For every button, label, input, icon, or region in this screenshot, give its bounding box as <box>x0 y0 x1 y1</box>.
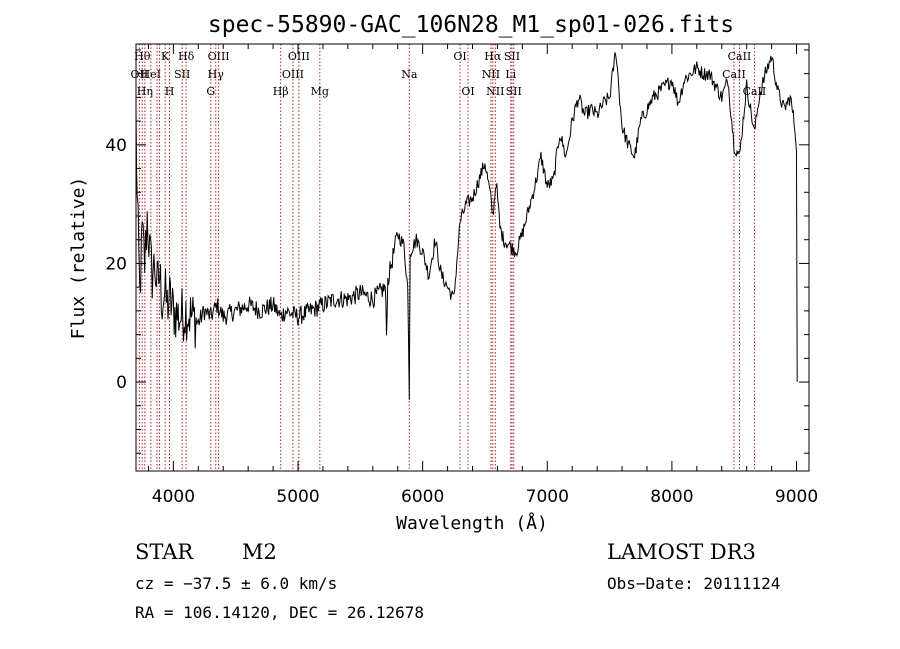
line-label-25: SII <box>506 85 522 98</box>
x-tick-label-5000: 5000 <box>276 487 319 507</box>
flux-series <box>135 52 798 400</box>
line-label-8: SII <box>174 68 190 81</box>
x-tick-label-9000: 9000 <box>775 487 818 507</box>
x-tick-label-7000: 7000 <box>526 487 569 507</box>
line-label-3: HeI <box>141 68 161 81</box>
line-label-17: Na <box>401 68 418 81</box>
line-label-15: OIII <box>288 50 310 63</box>
y-tick-label-20: 20 <box>105 254 127 274</box>
line-label-26: CaII <box>722 68 746 81</box>
chart-title: spec-55890-GAC_106N28_M1_sp01-026.fits <box>208 12 734 38</box>
x-tick-label-6000: 6000 <box>401 487 444 507</box>
line-label-12: OIII <box>208 50 230 63</box>
axes: 4000 5000 6000 7000 8000 9000 0 20 40 <box>105 44 818 507</box>
line-label-16: Mg <box>311 85 329 98</box>
line-label-19: OI <box>461 85 474 98</box>
line-label-21: Hα <box>484 50 502 63</box>
line-label-9: Hδ <box>178 50 195 63</box>
line-label-24: SII <box>504 50 520 63</box>
line-label-2: Hη <box>137 85 153 98</box>
line-label-22: NII <box>486 85 504 98</box>
x-tick-label-8000: 8000 <box>650 487 693 507</box>
y-axis-label: Flux (relative) <box>68 177 89 340</box>
line-label-0: OII <box>131 68 149 81</box>
flux-line <box>135 52 798 400</box>
survey-name: LAMOST DR3 <box>607 540 756 564</box>
object-class: STAR <box>135 540 194 564</box>
redshift-velocity: cz = −37.5 ± 6.0 km/s <box>135 574 338 593</box>
line-label-18: OI <box>453 50 466 63</box>
object-subclass: M2 <box>242 540 277 564</box>
coordinates: RA = 106.14120, DEC = 26.12678 <box>135 603 424 622</box>
line-label-14: OIII <box>282 68 304 81</box>
x-tick-label-4000: 4000 <box>152 487 195 507</box>
x-axis-label: Wavelength (Å) <box>396 512 548 534</box>
y-tick-label-40: 40 <box>105 136 127 156</box>
line-label-10: G <box>206 85 215 98</box>
line-label-23: Li <box>505 68 516 81</box>
y-tick-label-0: 0 <box>116 373 127 393</box>
line-label-6: K <box>161 50 170 63</box>
line-label-13: Hβ <box>273 85 289 98</box>
line-label-20: NII <box>482 68 500 81</box>
plot-frame <box>135 43 810 472</box>
observation-date: Obs−Date: 20111124 <box>607 574 781 593</box>
line-label-1: Hθ <box>134 50 151 63</box>
line-label-7: H <box>165 85 175 98</box>
line-label-11: Hγ <box>208 68 225 81</box>
line-label-27: CaII <box>728 50 752 63</box>
